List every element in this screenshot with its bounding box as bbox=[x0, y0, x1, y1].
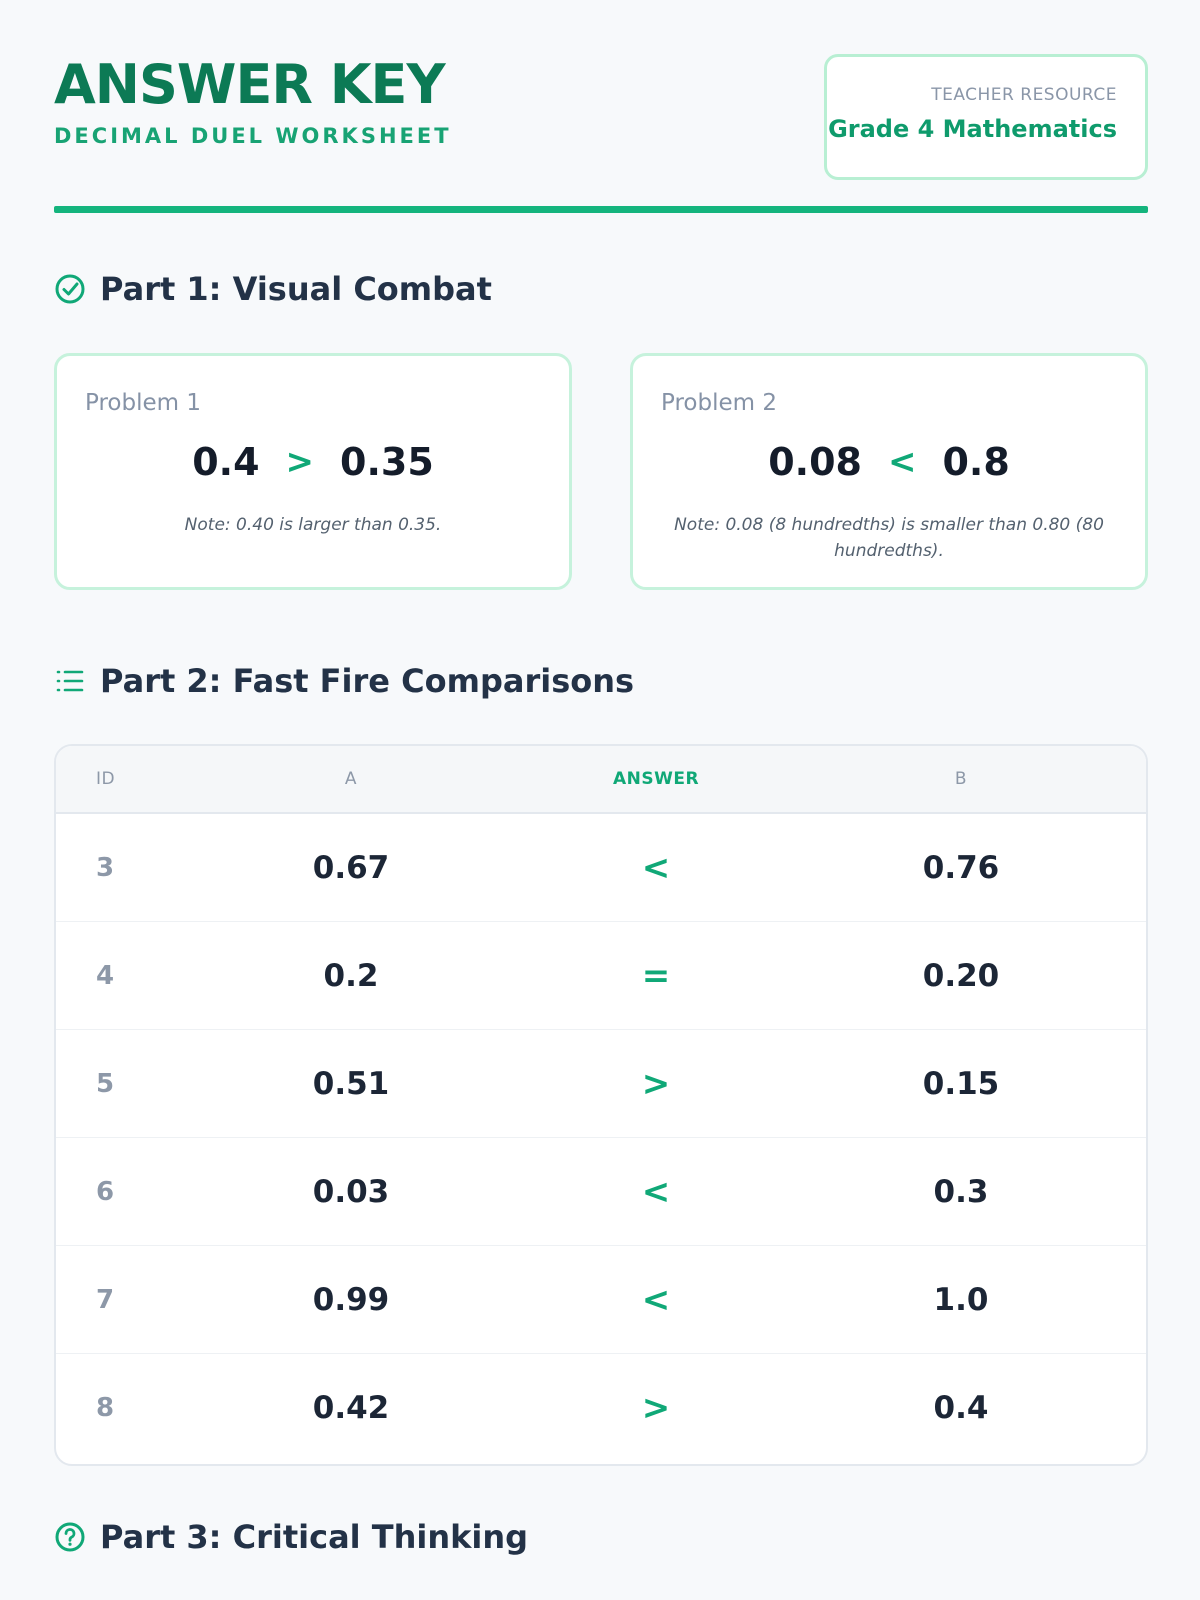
resource-label: TEACHER RESOURCE bbox=[931, 85, 1117, 105]
row-answer: > bbox=[641, 1063, 671, 1104]
page-title: ANSWER KEY bbox=[54, 53, 446, 116]
row-value-b: 0.4 bbox=[933, 1390, 989, 1426]
row-id: 3 bbox=[96, 852, 115, 883]
part3-heading: Part 3: Critical Thinking bbox=[54, 1518, 528, 1556]
row-answer: < bbox=[641, 847, 671, 888]
table-row: 6 0.03 < 0.3 bbox=[56, 1138, 1146, 1246]
row-value-a: 0.99 bbox=[312, 1281, 390, 1318]
header-divider bbox=[54, 206, 1148, 213]
column-header-a: A bbox=[344, 769, 358, 789]
table-row: 3 0.67 < 0.76 bbox=[56, 814, 1146, 922]
comparison-table: ID A ANSWER B 3 0.67 < 0.76 4 0.2 = 0.20… bbox=[54, 744, 1148, 1466]
problem-expression: 0.4 > 0.35 bbox=[57, 440, 569, 484]
table-row: 5 0.51 > 0.15 bbox=[56, 1030, 1146, 1138]
resource-grade: Grade 4 Mathematics bbox=[828, 115, 1117, 143]
problem-label: Problem 2 bbox=[661, 390, 777, 416]
row-id: 5 bbox=[96, 1068, 115, 1099]
value-b: 0.8 bbox=[942, 440, 1010, 484]
value-a: 0.08 bbox=[768, 440, 862, 484]
row-value-a: 0.51 bbox=[312, 1065, 390, 1102]
header: ANSWER KEY DECIMAL DUEL WORKSHEET TEACHE… bbox=[54, 0, 1148, 214]
column-header-answer: ANSWER bbox=[612, 769, 700, 789]
problem-note: Note: 0.40 is larger than 0.35. bbox=[184, 515, 442, 535]
column-header-id: ID bbox=[96, 769, 116, 789]
row-value-b: 0.20 bbox=[922, 957, 1000, 994]
part2-heading: Part 2: Fast Fire Comparisons bbox=[54, 662, 634, 700]
problem-label: Problem 1 bbox=[85, 390, 201, 416]
problem-card-1: Problem 1 0.4 > 0.35 Note: 0.40 is large… bbox=[54, 353, 572, 590]
row-value-b: 0.3 bbox=[933, 1173, 989, 1210]
comparison-symbol: > bbox=[285, 442, 315, 482]
row-answer: > bbox=[641, 1388, 671, 1428]
table-row: 7 0.99 < 1.0 bbox=[56, 1246, 1146, 1354]
problem-expression: 0.08 < 0.8 bbox=[633, 440, 1145, 484]
row-id: 6 bbox=[96, 1176, 115, 1207]
comparison-symbol: < bbox=[887, 442, 917, 482]
row-value-b: 1.0 bbox=[933, 1281, 989, 1318]
part1-title: Part 1: Visual Combat bbox=[100, 270, 492, 308]
table-header: ID A ANSWER B bbox=[56, 746, 1146, 814]
teacher-resource-box: TEACHER RESOURCE Grade 4 Mathematics bbox=[824, 54, 1148, 180]
row-id: 4 bbox=[96, 960, 115, 991]
row-value-b: 0.15 bbox=[922, 1065, 1000, 1102]
table-row: 4 0.2 = 0.20 bbox=[56, 922, 1146, 1030]
row-value-a: 0.2 bbox=[323, 957, 379, 994]
value-a: 0.4 bbox=[192, 440, 260, 484]
table-row: 8 0.42 > 0.4 bbox=[56, 1354, 1146, 1462]
list-icon bbox=[56, 670, 84, 692]
row-id: 8 bbox=[96, 1393, 115, 1423]
row-value-b: 0.76 bbox=[922, 849, 1000, 886]
problem-card-2: Problem 2 0.08 < 0.8 Note: 0.08 (8 hundr… bbox=[630, 353, 1148, 590]
part3-title: Part 3: Critical Thinking bbox=[100, 1518, 529, 1556]
row-value-a: 0.03 bbox=[312, 1173, 390, 1210]
row-answer: < bbox=[641, 1279, 671, 1320]
answer-key-page: ANSWER KEY DECIMAL DUEL WORKSHEET TEACHE… bbox=[54, 0, 1148, 1556]
problem-note: Note: 0.08 (8 hundredths) is smaller tha… bbox=[674, 515, 1104, 562]
row-value-a: 0.67 bbox=[312, 849, 390, 886]
help-circle-icon bbox=[55, 1522, 85, 1552]
row-answer: < bbox=[641, 1171, 671, 1212]
row-id: 7 bbox=[96, 1284, 115, 1315]
part2-title: Part 2: Fast Fire Comparisons bbox=[100, 662, 635, 700]
page-subtitle: DECIMAL DUEL WORKSHEET bbox=[54, 124, 452, 148]
part1-heading: Part 1: Visual Combat bbox=[54, 270, 492, 308]
check-circle-icon bbox=[55, 274, 85, 304]
value-b: 0.35 bbox=[340, 440, 434, 484]
row-value-a: 0.42 bbox=[312, 1390, 390, 1426]
row-answer: = bbox=[641, 955, 671, 996]
column-header-b: B bbox=[954, 769, 968, 789]
